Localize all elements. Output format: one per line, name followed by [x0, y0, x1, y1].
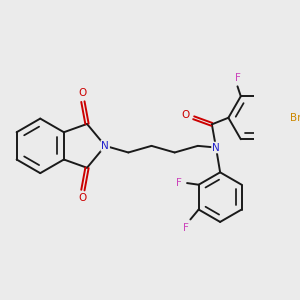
Text: F: F: [176, 178, 182, 188]
Text: O: O: [181, 110, 190, 120]
Text: N: N: [101, 141, 109, 151]
Text: F: F: [235, 73, 240, 83]
Text: N: N: [212, 142, 220, 152]
Text: Br: Br: [290, 113, 300, 123]
Text: F: F: [183, 223, 189, 233]
Text: O: O: [79, 88, 87, 98]
Text: O: O: [79, 194, 87, 203]
